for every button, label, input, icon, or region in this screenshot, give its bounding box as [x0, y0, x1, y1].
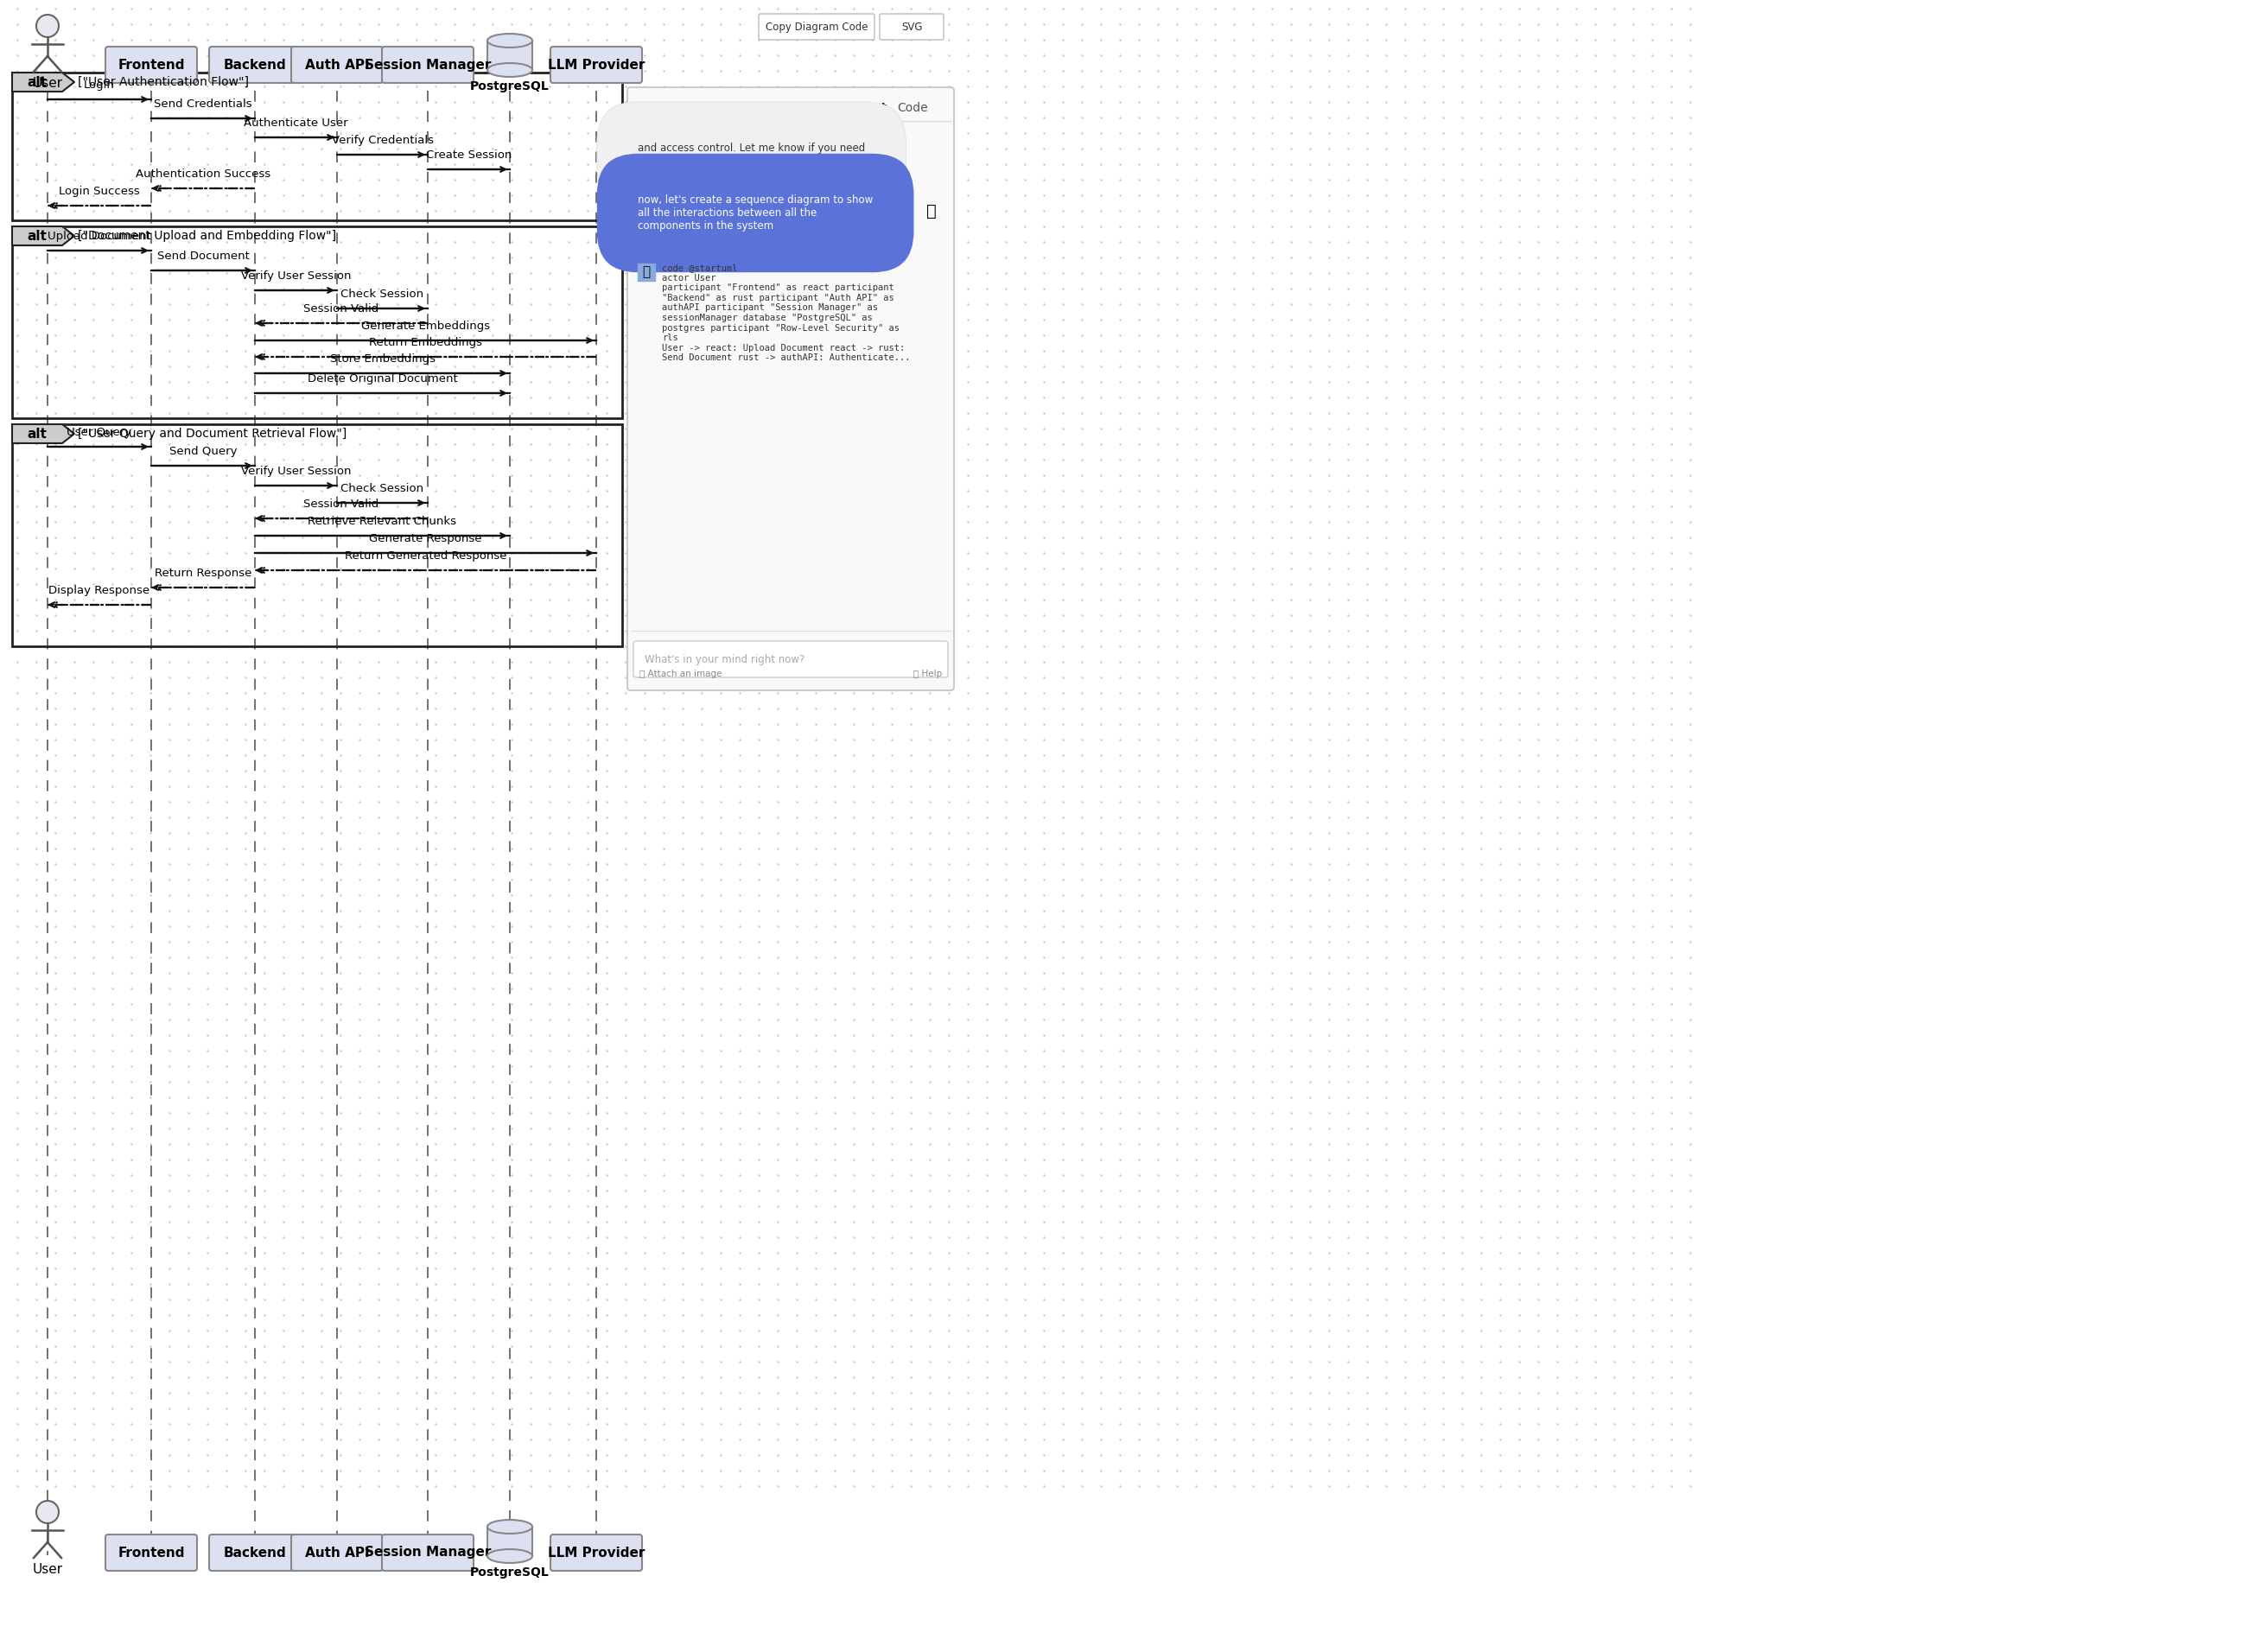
Text: alt: alt [27, 76, 48, 89]
Polygon shape [11, 425, 75, 443]
Text: User: User [32, 78, 63, 89]
Text: alt: alt [27, 428, 48, 439]
Text: PostgreSQL: PostgreSQL [471, 81, 550, 93]
Text: Generate Embeddings: Generate Embeddings [362, 320, 489, 332]
Bar [11, 425, 623, 646]
Text: Retrieve Relevant Chunks: Retrieve Relevant Chunks [308, 515, 457, 527]
Text: Chat: Chat [856, 102, 887, 114]
Text: SVG: SVG [901, 21, 921, 33]
Text: Send Query: Send Query [170, 446, 238, 458]
Text: Verify User Session: Verify User Session [240, 271, 351, 282]
Text: and access control. Let me know if you need
further adjustments or details.: and access control. Let me know if you n… [638, 142, 865, 167]
FancyBboxPatch shape [758, 13, 874, 40]
Bar [487, 41, 532, 69]
Ellipse shape [487, 1550, 532, 1563]
Text: Check Session: Check Session [342, 482, 423, 494]
Text: Upload Document: Upload Document [48, 231, 152, 241]
Text: Store Embeddings: Store Embeddings [331, 354, 435, 365]
Text: LLM Provider: LLM Provider [548, 58, 645, 71]
Bar [11, 226, 623, 418]
Text: What's in your mind right now?: What's in your mind right now? [645, 654, 804, 664]
FancyBboxPatch shape [550, 46, 643, 83]
Text: Return Embeddings: Return Embeddings [369, 337, 482, 349]
Text: Session Manager: Session Manager [365, 1546, 491, 1559]
Text: Display Response: Display Response [50, 585, 149, 596]
Text: Backend: Backend [224, 1546, 285, 1559]
Text: now, let's create a sequence diagram to show
all the interactions between all th: now, let's create a sequence diagram to … [638, 195, 874, 231]
Text: Send Credentials: Send Credentials [154, 99, 251, 109]
FancyBboxPatch shape [208, 1535, 301, 1571]
Text: ["User Query and Document Retrieval Flow"]: ["User Query and Document Retrieval Flow… [77, 428, 346, 439]
Text: Login: Login [84, 79, 115, 91]
FancyBboxPatch shape [208, 46, 301, 83]
Text: ✦ GPT-4o  ∨: ✦ GPT-4o ∨ [638, 102, 711, 114]
Ellipse shape [487, 1520, 532, 1533]
Ellipse shape [487, 63, 532, 78]
Text: ⓘ Help: ⓘ Help [912, 669, 942, 679]
Text: Backend: Backend [224, 58, 285, 71]
Circle shape [36, 1500, 59, 1523]
Text: Send Document: Send Document [156, 251, 249, 261]
Text: Return Response: Return Response [154, 568, 251, 578]
Text: 🤔: 🤔 [926, 203, 937, 220]
Text: User: User [32, 1563, 63, 1576]
Text: 📎 Attach an image: 📎 Attach an image [638, 669, 722, 679]
Text: Verify Credentials: Verify Credentials [331, 135, 432, 145]
Text: Verify User Session: Verify User Session [240, 466, 351, 477]
Text: code @startuml
actor User
participant "Frontend" as react participant
"Backend" : code @startuml actor User participant "F… [661, 264, 910, 362]
Text: Authenticate User: Authenticate User [245, 117, 349, 129]
Text: Frontend: Frontend [118, 1546, 186, 1559]
Polygon shape [11, 226, 75, 246]
Text: Frontend: Frontend [118, 58, 186, 71]
Circle shape [36, 15, 59, 36]
Text: User Query: User Query [68, 426, 131, 438]
Text: 🤖: 🤖 [643, 266, 650, 279]
FancyBboxPatch shape [550, 1535, 643, 1571]
Text: Session Valid: Session Valid [303, 304, 378, 314]
FancyBboxPatch shape [383, 1535, 473, 1571]
FancyBboxPatch shape [106, 1535, 197, 1571]
Text: Delete Original Document: Delete Original Document [308, 373, 457, 385]
FancyBboxPatch shape [383, 46, 473, 83]
Ellipse shape [487, 33, 532, 48]
Text: Auth API: Auth API [306, 1546, 369, 1559]
Text: ["Document Upload and Embedding Flow"]: ["Document Upload and Embedding Flow"] [77, 230, 337, 241]
Text: Generate Response: Generate Response [369, 534, 482, 544]
FancyBboxPatch shape [881, 13, 944, 40]
Text: Check Session: Check Session [342, 289, 423, 299]
Text: Copy Diagram Code: Copy Diagram Code [765, 21, 867, 33]
Text: Create Session: Create Session [426, 149, 512, 160]
Text: ["User Authentication Flow"]: ["User Authentication Flow"] [77, 76, 249, 88]
FancyBboxPatch shape [634, 641, 949, 677]
FancyBboxPatch shape [627, 88, 953, 691]
Bar [11, 73, 623, 220]
Text: Session Manager: Session Manager [365, 58, 491, 71]
Text: PostgreSQL: PostgreSQL [471, 1566, 550, 1579]
Text: Session Valid: Session Valid [303, 499, 378, 510]
Text: Login Success: Login Success [59, 185, 140, 197]
Text: Code: Code [897, 102, 928, 114]
Text: Auth API: Auth API [306, 58, 369, 71]
Text: Authentication Success: Authentication Success [136, 169, 269, 180]
FancyBboxPatch shape [292, 46, 383, 83]
Bar [487, 1526, 532, 1556]
Polygon shape [11, 73, 75, 91]
Text: LLM Provider: LLM Provider [548, 1546, 645, 1559]
Text: alt: alt [27, 230, 48, 243]
FancyBboxPatch shape [106, 46, 197, 83]
FancyBboxPatch shape [292, 1535, 383, 1571]
Text: Return Generated Response: Return Generated Response [344, 550, 507, 562]
